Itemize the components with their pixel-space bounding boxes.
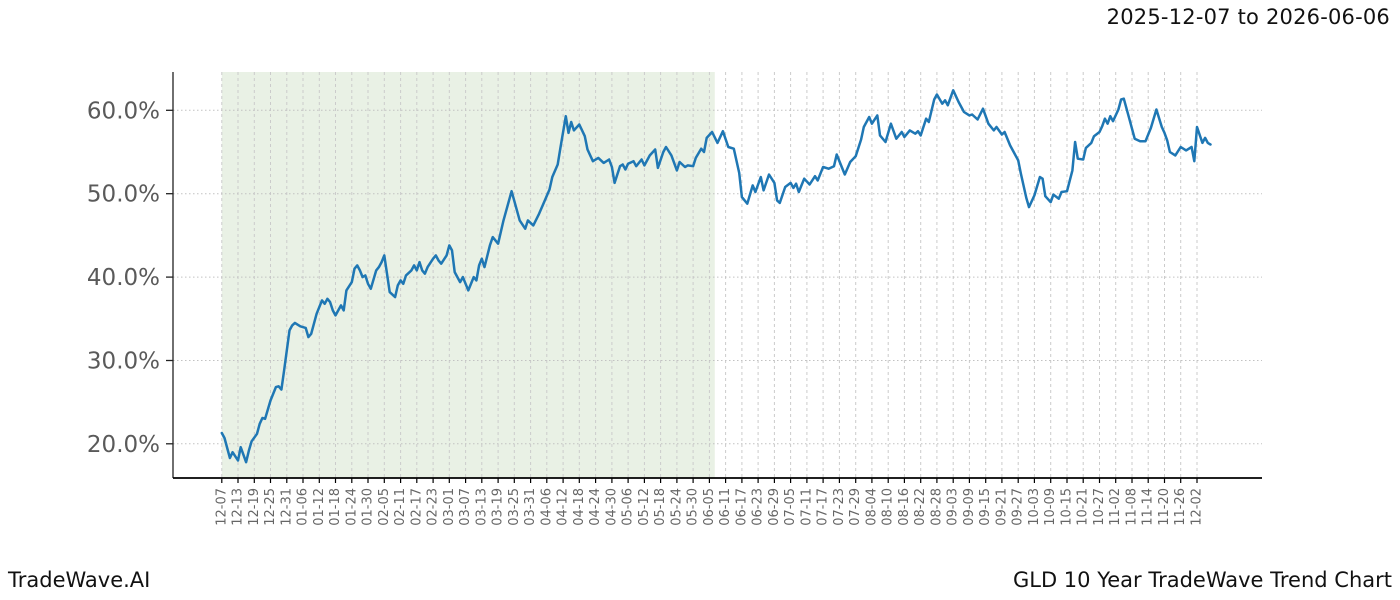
x-tick-label: 01-24 xyxy=(344,488,359,526)
x-tick-label: 03-25 xyxy=(507,488,522,526)
x-tick-label: 03-01 xyxy=(442,488,457,526)
x-tick-label: 03-07 xyxy=(458,488,473,526)
x-tick-label: 09-15 xyxy=(978,488,993,526)
x-tick-label: 05-06 xyxy=(621,488,636,526)
x-tick-label: 12-31 xyxy=(279,488,294,526)
brand-label: TradeWave.AI xyxy=(8,568,151,592)
vertical-gridlines xyxy=(221,72,1198,478)
x-tick-label: 05-18 xyxy=(653,488,668,526)
horizontal-gridlines xyxy=(173,109,1262,445)
highlight-region xyxy=(221,72,715,478)
x-tick-label: 10-03 xyxy=(1027,488,1042,526)
x-tick-label: 07-23 xyxy=(832,488,847,526)
x-tick-label: 04-12 xyxy=(556,488,571,526)
x-tick-label: 08-04 xyxy=(864,488,879,526)
x-tick-label: 06-23 xyxy=(751,488,766,526)
x-tick-label: 08-16 xyxy=(897,488,912,526)
x-tick-label: 04-18 xyxy=(572,488,587,526)
x-tick-label: 01-06 xyxy=(296,488,311,526)
x-tick-label: 10-27 xyxy=(1092,488,1107,526)
x-tick-label: 06-05 xyxy=(702,488,717,526)
x-tick-label: 01-30 xyxy=(361,488,376,526)
x-tick-label: 12-25 xyxy=(263,488,278,526)
x-tick-label: 04-06 xyxy=(539,488,554,526)
x-tick-label: 12-13 xyxy=(231,488,246,526)
date-range-title: 2025-12-07 to 2026-06-06 xyxy=(1106,5,1390,29)
x-tick-label: 08-10 xyxy=(881,488,896,526)
x-tick-label: 04-30 xyxy=(604,488,619,526)
x-tick-label: 02-23 xyxy=(426,488,441,526)
y-tick-label: 20.0% xyxy=(87,432,160,458)
x-tick-label: 04-24 xyxy=(588,488,603,526)
x-tick-label: 03-13 xyxy=(474,488,489,526)
x-tick-label: 09-21 xyxy=(994,488,1009,526)
x-tick-label: 02-17 xyxy=(409,488,424,526)
x-tick-label: 11-02 xyxy=(1108,488,1123,526)
x-tick-label: 03-19 xyxy=(491,488,506,526)
x-tick-label: 06-17 xyxy=(734,488,749,526)
x-tick-label: 10-15 xyxy=(1060,488,1075,526)
x-tick-label: 12-19 xyxy=(247,488,262,526)
x-tick-label: 06-11 xyxy=(718,488,733,526)
x-tick-label: 05-12 xyxy=(637,488,652,526)
x-tick-label: 09-27 xyxy=(1011,488,1026,526)
x-tick-label: 09-09 xyxy=(962,488,977,526)
y-tick-label: 60.0% xyxy=(87,98,160,124)
x-tick-label: 02-05 xyxy=(377,488,392,526)
trend-line xyxy=(220,89,1212,464)
x-tick-label: 05-24 xyxy=(669,488,684,526)
x-tick-label: 11-26 xyxy=(1173,488,1188,526)
x-tick-label: 05-30 xyxy=(686,488,701,526)
x-tick-label: 02-11 xyxy=(393,488,408,526)
x-tick-label: 01-18 xyxy=(328,488,343,526)
x-tick-label: 07-11 xyxy=(799,488,814,526)
x-tick-label: 07-29 xyxy=(848,488,863,526)
x-tick-label: 10-09 xyxy=(1043,488,1058,526)
x-tick-label: 11-20 xyxy=(1157,488,1172,526)
y-axis: 20.0% 30.0% 40.0% 50.0% 60.0% xyxy=(87,98,173,458)
chart-title: GLD 10 Year TradeWave Trend Chart xyxy=(1012,568,1392,592)
x-tick-label: 11-08 xyxy=(1125,488,1140,526)
x-tick-label: 10-21 xyxy=(1076,488,1091,526)
x-tick-label: 12-02 xyxy=(1190,488,1205,526)
x-tick-label: 08-22 xyxy=(913,488,928,526)
x-axis: 12-07 12-13 12-19 12-25 12-31 01-06 01-12 01-18… xyxy=(214,478,1205,526)
y-tick-label: 30.0% xyxy=(87,349,160,375)
x-tick-label: 06-29 xyxy=(767,488,782,526)
x-tick-label: 12-07 xyxy=(214,488,229,526)
x-tick-label: 07-17 xyxy=(816,488,831,526)
y-tick-label: 50.0% xyxy=(87,182,160,208)
y-tick-label: 40.0% xyxy=(87,265,160,291)
x-tick-label: 03-31 xyxy=(523,488,538,526)
x-tick-label: 11-14 xyxy=(1141,488,1156,526)
x-tick-label: 08-28 xyxy=(929,488,944,526)
x-tick-label: 07-05 xyxy=(783,488,798,526)
x-tick-label: 01-12 xyxy=(312,488,327,526)
x-tick-label: 09-03 xyxy=(946,488,961,526)
